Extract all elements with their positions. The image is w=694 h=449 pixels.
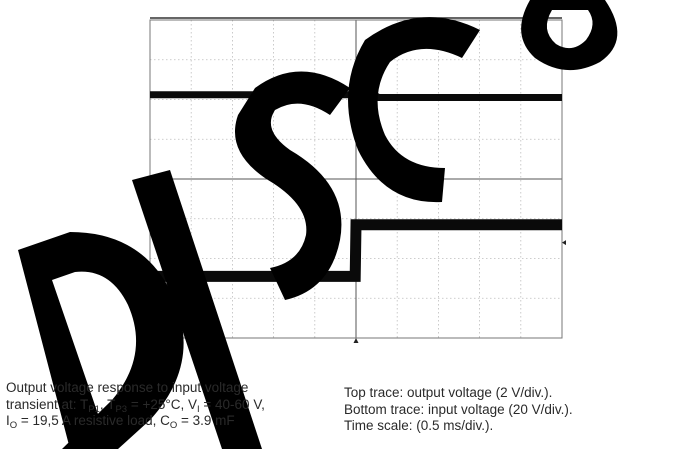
trace-bottom — [150, 219, 562, 282]
caption-left-text-c: = +25°C, V — [127, 396, 198, 412]
caption-left-sub-o2: O — [169, 420, 178, 431]
watermark-letters — [18, 0, 618, 449]
caption-left-text-g: = 3.9 mF — [177, 413, 235, 428]
caption-left-sub-p3: P3 — [115, 403, 128, 415]
caption-right-line-2: Bottom trace: input voltage (20 V/div.). — [344, 401, 573, 417]
caption-right-line-3: Time scale: (0.5 ms/div.). — [344, 418, 494, 433]
caption-left-text-f: = 19,5 A resistive load, C — [17, 413, 170, 428]
trigger-marker — [353, 338, 359, 343]
grid — [149, 17, 566, 343]
caption-right-line-1: Top trace: output voltage (2 V/div.). — [344, 385, 553, 400]
caption-left-sub-i: I — [197, 403, 200, 415]
caption-left-sub-o1: O — [9, 420, 18, 431]
caption-left: Output voltage response to input voltage… — [6, 380, 265, 430]
caption-left-line-1: Output voltage response to input voltage — [6, 380, 249, 395]
caption-left-line-2: transient at: TP1, TP3 = +25°C, VI = 40-… — [6, 397, 265, 414]
caption-left-sub-p1: P1 — [88, 403, 100, 415]
caption-left-text-d: = 40-60 V, — [199, 396, 265, 412]
caption-right: Top trace: output voltage (2 V/div.). Bo… — [344, 385, 573, 435]
trigger-level-marker — [562, 240, 566, 246]
caption-left-text-e: I — [6, 413, 10, 428]
caption-left-text-b: , T — [99, 396, 116, 412]
caption-left-text-a: transient at: T — [6, 396, 89, 412]
caption-left-line-3: IO = 19,5 A resistive load, CO = 3.9 mF — [6, 413, 265, 430]
